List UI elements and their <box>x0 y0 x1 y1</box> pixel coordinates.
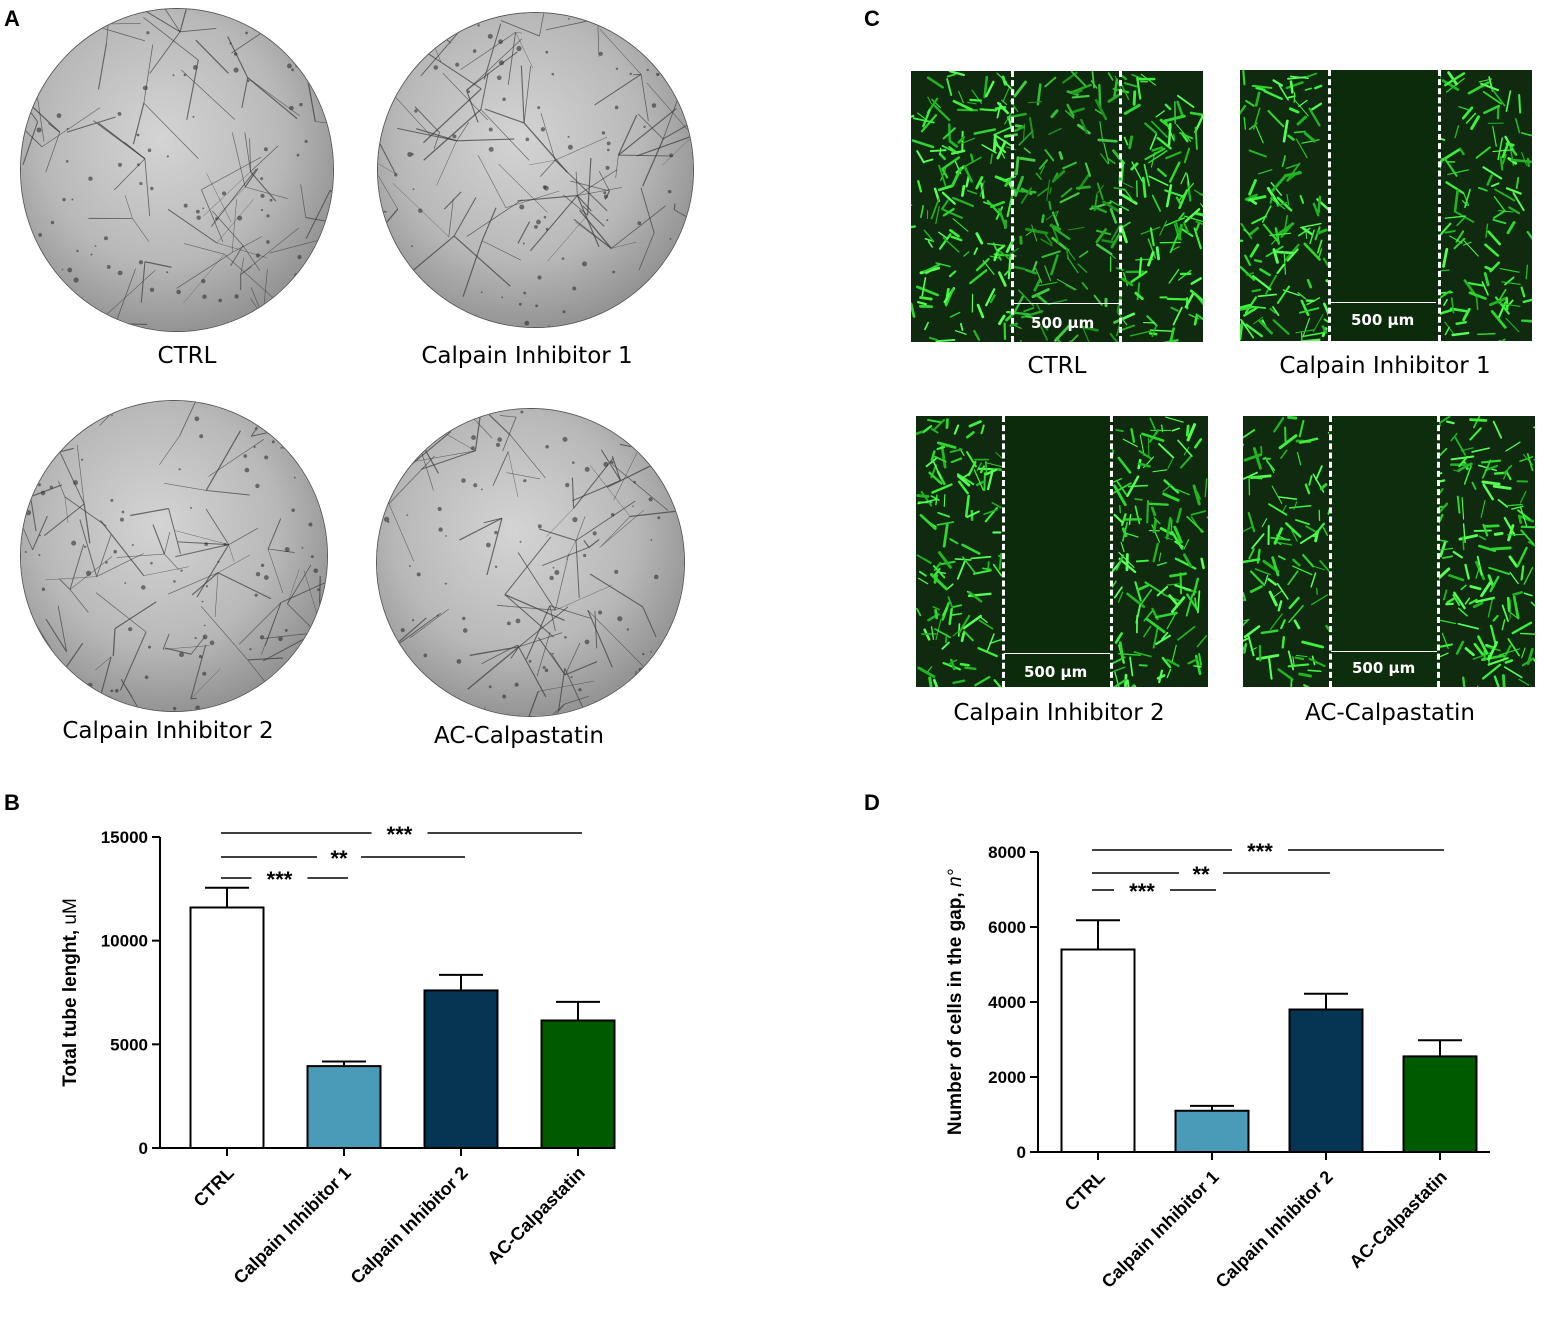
significance-label: *** <box>1247 839 1273 864</box>
y-tick-label: 6000 <box>988 918 1026 937</box>
scale-bar <box>1331 651 1437 652</box>
y-tick-label: 0 <box>139 1139 148 1158</box>
x-tick-label: AC-Calpastatin <box>1345 1167 1450 1272</box>
y-tick-label: 4000 <box>988 993 1026 1012</box>
y-axis-label: Number of cells in the gap, n° <box>945 868 966 1135</box>
panel-d-label: D <box>864 790 880 815</box>
y-axis-label: Total tube lenght, uM <box>60 898 81 1087</box>
bar-calpain-inhibitor-1 <box>1174 1109 1250 1153</box>
y-tick-label: 15000 <box>101 828 148 847</box>
bar-ctrl <box>1060 948 1136 1153</box>
x-tick-label: AC-Calpastatin <box>483 1163 588 1268</box>
caption-a-ac-calpastatin: AC-Calpastatin <box>433 723 605 749</box>
micrograph-calpain-inhibitor-2 <box>20 400 328 712</box>
fluorescence-calpain-inhibitor-2: 500 μm <box>916 416 1208 687</box>
scale-bar <box>1330 302 1436 303</box>
y-tick-label: 8000 <box>988 843 1026 862</box>
bar-ac-calpastatin <box>540 1019 616 1150</box>
bar-calpain-inhibitor-1 <box>306 1065 382 1149</box>
y-tick-label: 10000 <box>101 932 148 951</box>
scale-label-calpain-inhibitor-2: 500 μm <box>1024 663 1088 681</box>
bar-calpain-inhibitor-2 <box>423 989 499 1149</box>
scale-bar <box>1013 303 1119 304</box>
x-tick-label: Calpain Inhibitor 2 <box>347 1163 472 1288</box>
bar-ac-calpastatin <box>1402 1055 1478 1153</box>
scale-label-ac-calpastatin: 500 μm <box>1352 659 1416 677</box>
scale-bar <box>1004 653 1110 654</box>
y-tick-label: 0 <box>1017 1143 1026 1162</box>
caption-c-ctrl: CTRL <box>1027 353 1087 379</box>
y-tick-label: 2000 <box>988 1068 1026 1087</box>
significance-label: *** <box>1129 879 1155 904</box>
caption-a-ctrl: CTRL <box>157 343 217 369</box>
chart-d-cells-in-gap: 0 2000 4000 6000 8000 Number of cells in the … <box>945 839 1490 1292</box>
micrograph-ctrl <box>20 8 334 332</box>
caption-c-calpain-inhibitor-2: Calpain Inhibitor 2 <box>953 700 1165 726</box>
fluorescence-ac-calpastatin: 500 μm <box>1243 416 1535 687</box>
bar-calpain-inhibitor-2 <box>1288 1008 1364 1153</box>
significance-label: *** <box>387 822 413 847</box>
y-tick-label: 5000 <box>110 1035 148 1054</box>
caption-c-calpain-inhibitor-1: Calpain Inhibitor 1 <box>1279 353 1491 379</box>
chart-b-total-tube-length: 0 5000 10000 15000 Total tube lenght, uM CTRL… <box>60 822 616 1288</box>
fluorescence-calpain-inhibitor-1: 500 μm <box>1240 70 1532 341</box>
caption-a-calpain-inhibitor-2: Calpain Inhibitor 2 <box>62 718 274 744</box>
x-tick-label: CTRL <box>190 1163 238 1211</box>
micrograph-ac-calpastatin <box>376 408 685 717</box>
x-tick-label: CTRL <box>1061 1167 1109 1215</box>
scale-label-calpain-inhibitor-1: 500 μm <box>1351 311 1415 329</box>
panel-c-label: C <box>864 6 880 31</box>
fluorescence-ctrl: 500 μm <box>911 71 1203 342</box>
scale-label-ctrl: 500 μm <box>1031 314 1095 332</box>
bar-ctrl <box>189 906 265 1149</box>
caption-c-ac-calpastatin: AC-Calpastatin <box>1304 700 1476 726</box>
significance-label: ** <box>330 846 348 871</box>
significance-label: ** <box>1192 862 1210 887</box>
micrograph-calpain-inhibitor-1 <box>377 12 694 328</box>
panel-a-label: A <box>4 6 20 31</box>
x-tick-label: Calpain Inhibitor 2 <box>1212 1167 1337 1292</box>
panel-b-label: B <box>4 790 20 815</box>
significance-label: *** <box>267 867 293 892</box>
caption-a-calpain-inhibitor-1: Calpain Inhibitor 1 <box>421 343 633 369</box>
x-tick-label: Calpain Inhibitor 1 <box>230 1163 355 1288</box>
x-tick-label: Calpain Inhibitor 1 <box>1098 1167 1223 1292</box>
